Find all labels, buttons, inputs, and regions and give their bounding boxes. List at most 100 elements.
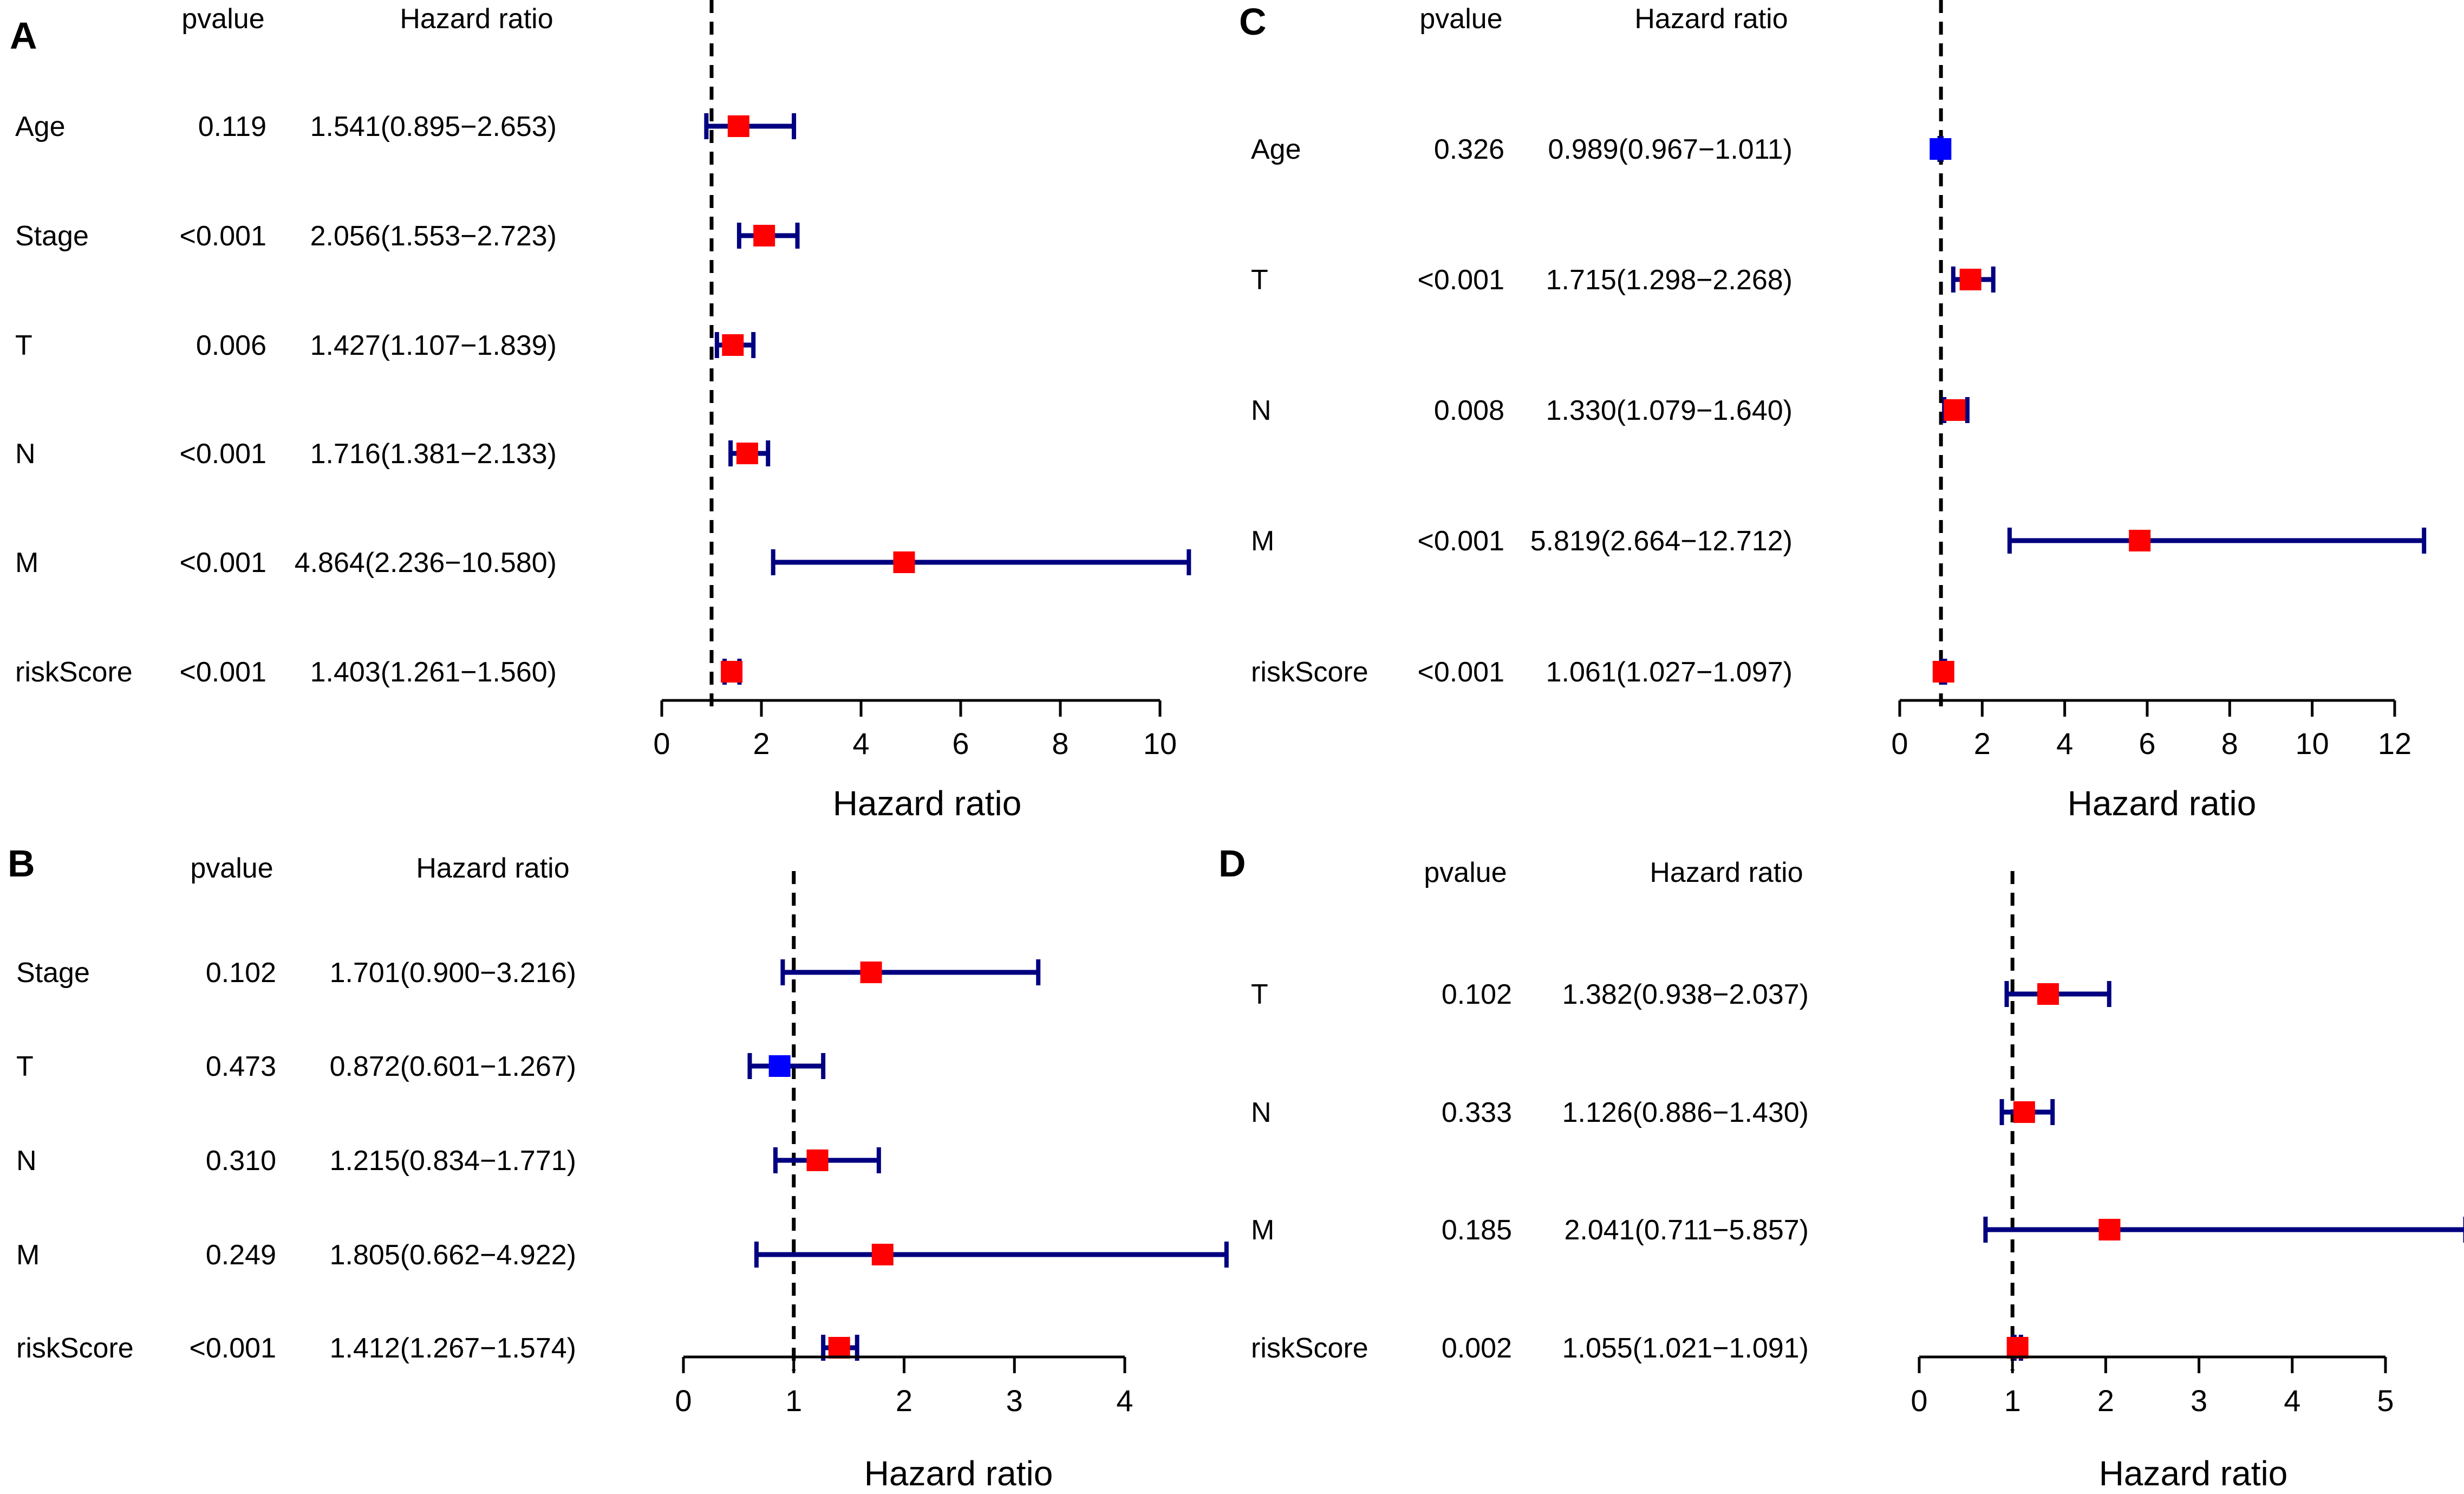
row-hazard-ratio-text: 0.989(0.967−1.011): [1548, 134, 1792, 165]
x-tick-label: 0: [1911, 1383, 1927, 1418]
x-tick-label: 0: [653, 726, 670, 761]
header-pvalue: pvalue: [181, 3, 264, 35]
panel-label: B: [8, 842, 35, 885]
hazard-ratio-point: [1930, 138, 1952, 160]
hazard-ratio-point: [768, 1055, 791, 1077]
forest-row: Stage <0.001 2.056(1.553−2.723): [15, 220, 800, 252]
forest-row: T <0.001 1.715(1.298−2.268): [1251, 264, 1996, 296]
forest-row: T 0.473 0.872(0.601−1.267): [16, 1051, 826, 1082]
panel-label: D: [1218, 842, 1246, 885]
x-tick-label: 0: [675, 1383, 692, 1418]
forest-row: riskScore <0.001 1.403(1.261−1.560): [15, 657, 743, 688]
row-hazard-ratio-text: 2.056(1.553−2.723): [310, 220, 557, 252]
row-pvalue: 0.102: [1442, 979, 1512, 1010]
x-tick-label: 4: [852, 726, 869, 761]
x-tick-label: 2: [1974, 726, 1991, 761]
row-pvalue: 0.008: [1434, 395, 1504, 426]
x-tick-label: 3: [1006, 1383, 1023, 1418]
forest-row: M 0.185 2.041(0.711−5.857): [1251, 1214, 2464, 1246]
row-hazard-ratio-text: 1.330(1.079−1.640): [1546, 395, 1792, 426]
hazard-ratio-point: [871, 1244, 894, 1265]
hazard-ratio-point: [2129, 530, 2151, 551]
row-hazard-ratio-text: 1.382(0.938−2.037): [1562, 979, 1809, 1010]
forest-row: Age 0.326 0.989(0.967−1.011): [1251, 134, 1952, 165]
header-hazard-ratio: Hazard ratio: [1634, 3, 1788, 35]
row-label: Age: [1251, 134, 1301, 165]
forest-row: M <0.001 4.864(2.236−10.580): [15, 547, 1191, 579]
forest-row: N 0.008 1.330(1.079−1.640): [1251, 395, 1970, 426]
forest-row: M <0.001 5.819(2.664−12.712): [1251, 525, 2427, 557]
row-label: Stage: [16, 957, 90, 989]
row-label: Stage: [15, 220, 89, 252]
row-pvalue: <0.001: [1418, 264, 1505, 296]
hazard-ratio-point: [736, 443, 758, 464]
row-label: T: [16, 1051, 34, 1082]
hazard-ratio-point: [893, 551, 915, 573]
forest-row: riskScore <0.001 1.061(1.027−1.097): [1251, 657, 1954, 688]
row-pvalue: 0.119: [198, 111, 266, 142]
x-tick-label: 1: [785, 1383, 802, 1418]
x-tick-label: 6: [2139, 726, 2155, 761]
header-hazard-ratio: Hazard ratio: [400, 3, 553, 35]
x-tick-label: 10: [2296, 726, 2329, 761]
forest-row: riskScore 0.002 1.055(1.021−1.091): [1251, 1333, 2029, 1364]
row-hazard-ratio-text: 5.819(2.664−12.712): [1530, 525, 1792, 557]
x-axis-title: Hazard ratio: [2068, 784, 2257, 823]
row-pvalue: <0.001: [180, 657, 267, 688]
header-hazard-ratio: Hazard ratio: [1650, 857, 1803, 888]
row-label: M: [15, 547, 38, 579]
forest-row: M 0.249 1.805(0.662−4.922): [16, 1239, 1229, 1271]
row-label: M: [1251, 1214, 1274, 1246]
row-pvalue: 0.473: [206, 1051, 276, 1082]
row-label: T: [1251, 264, 1268, 296]
hazard-ratio-point: [2037, 983, 2059, 1005]
header-pvalue: pvalue: [1424, 857, 1507, 888]
row-hazard-ratio-text: 1.716(1.381−2.133): [310, 438, 557, 470]
hazard-ratio-point: [2098, 1219, 2121, 1240]
row-pvalue: 0.310: [206, 1145, 276, 1177]
hazard-ratio-point: [2013, 1101, 2035, 1123]
row-pvalue: 0.326: [1434, 134, 1504, 165]
x-tick-label: 5: [2377, 1383, 2394, 1418]
row-label: Age: [15, 111, 66, 142]
row-hazard-ratio-text: 0.872(0.601−1.267): [330, 1051, 576, 1082]
row-pvalue: 0.333: [1442, 1097, 1512, 1128]
row-hazard-ratio-text: 1.403(1.261−1.560): [310, 657, 557, 688]
row-pvalue: <0.001: [1418, 525, 1505, 557]
row-hazard-ratio-text: 1.541(0.895−2.653): [310, 111, 557, 142]
row-label: M: [16, 1239, 40, 1271]
hazard-ratio-point: [1932, 661, 1954, 683]
hazard-ratio-point: [2006, 1337, 2029, 1359]
row-label: N: [16, 1145, 37, 1177]
hazard-ratio-point: [860, 962, 882, 983]
row-label: riskScore: [1251, 1333, 1368, 1364]
row-label: T: [1251, 979, 1268, 1010]
forest-row: Age 0.119 1.541(0.895−2.653): [15, 111, 797, 142]
forest-row: N <0.001 1.716(1.381−2.133): [15, 438, 771, 470]
panel-label: C: [1239, 1, 1267, 43]
row-pvalue: <0.001: [180, 220, 267, 252]
forest-row: T 0.102 1.382(0.938−2.037): [1251, 979, 2111, 1010]
x-tick-label: 4: [1116, 1383, 1133, 1418]
row-pvalue: <0.001: [180, 438, 267, 470]
row-hazard-ratio-text: 1.412(1.267−1.574): [330, 1333, 576, 1364]
row-label: N: [1251, 395, 1272, 426]
row-hazard-ratio-text: 1.126(0.886−1.430): [1562, 1097, 1809, 1128]
row-hazard-ratio-text: 4.864(2.236−10.580): [295, 547, 557, 579]
x-tick-label: 2: [896, 1383, 912, 1418]
x-tick-label: 2: [2097, 1383, 2114, 1418]
x-tick-label: 1: [2004, 1383, 2021, 1418]
row-pvalue: 0.249: [206, 1239, 276, 1271]
hazard-ratio-point: [828, 1337, 850, 1359]
hazard-ratio-point: [1944, 399, 1966, 421]
hazard-ratio-point: [721, 661, 743, 683]
forest-row: N 0.310 1.215(0.834−1.771): [16, 1145, 881, 1177]
hazard-ratio-point: [753, 225, 775, 246]
forest-row: riskScore <0.001 1.412(1.267−1.574): [16, 1333, 859, 1364]
row-label: N: [1251, 1097, 1272, 1128]
